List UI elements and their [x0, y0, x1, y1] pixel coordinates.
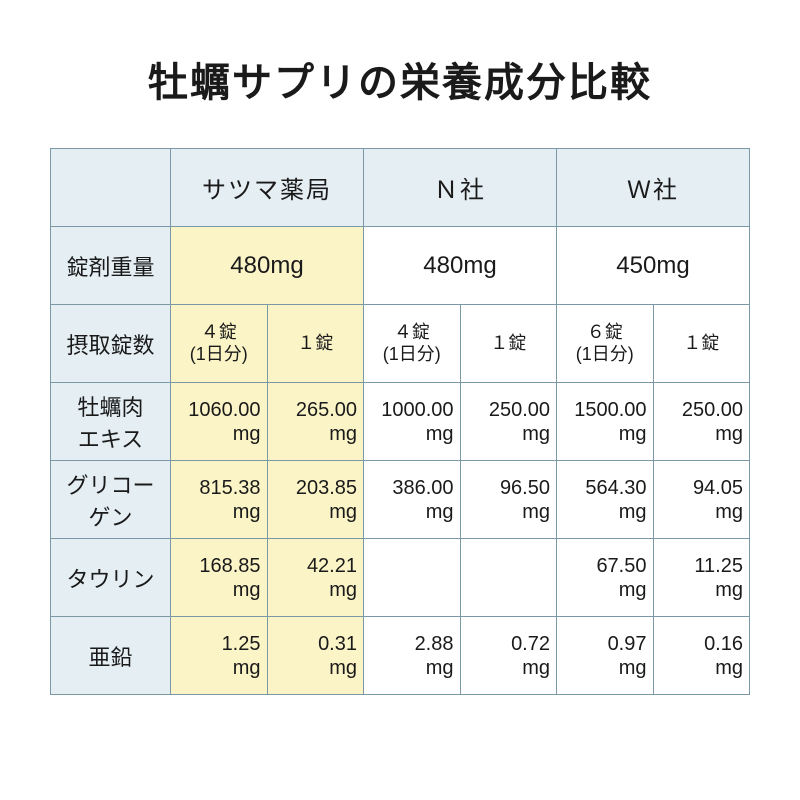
weight-2: 450mg: [557, 227, 750, 305]
rowlabel-zinc: 亜鉛: [51, 617, 171, 695]
rowlabel-dose: 摂取錠数: [51, 305, 171, 383]
glycogen-1-m: 386.00mg: [364, 461, 461, 539]
glycogen-0-s: 203.85mg: [267, 461, 364, 539]
zinc-2-m: 0.97mg: [557, 617, 654, 695]
extract-1-s: 250.00mg: [460, 383, 557, 461]
extract-2-s: 250.00mg: [653, 383, 750, 461]
company-header-1: Ｎ社: [364, 149, 557, 227]
glycogen-2-m: 564.30mg: [557, 461, 654, 539]
extract-2-m: 1500.00mg: [557, 383, 654, 461]
glycogen-2-s: 94.05mg: [653, 461, 750, 539]
company-header-row: サツマ薬局 Ｎ社 Ｗ社: [51, 149, 750, 227]
dose-2-multi: ６錠(1日分): [557, 305, 654, 383]
dose-1-multi: ４錠(1日分): [364, 305, 461, 383]
zinc-2-s: 0.16mg: [653, 617, 750, 695]
taurine-0-s: 42.21mg: [267, 539, 364, 617]
glycogen-1-s: 96.50mg: [460, 461, 557, 539]
taurine-0-m: 168.85mg: [171, 539, 268, 617]
taurine-2-m: 67.50mg: [557, 539, 654, 617]
weight-0: 480mg: [171, 227, 364, 305]
taurine-2-s: 11.25mg: [653, 539, 750, 617]
company-header-0: サツマ薬局: [171, 149, 364, 227]
taurine-1-m: [364, 539, 461, 617]
rowlabel-taurine: タウリン: [51, 539, 171, 617]
rowlabel-weight: 錠剤重量: [51, 227, 171, 305]
comparison-table: サツマ薬局 Ｎ社 Ｗ社 錠剤重量 480mg 480mg 450mg 摂取錠数 …: [50, 148, 750, 695]
extract-0-s: 265.00mg: [267, 383, 364, 461]
corner-cell: [51, 149, 171, 227]
rowlabel-extract: 牡蠣肉 エキス: [51, 383, 171, 461]
weight-1: 480mg: [364, 227, 557, 305]
taurine-1-s: [460, 539, 557, 617]
page-title: 牡蠣サプリの栄養成分比較: [50, 50, 750, 108]
zinc-1-m: 2.88mg: [364, 617, 461, 695]
zinc-1-s: 0.72mg: [460, 617, 557, 695]
glycogen-row: グリコー ゲン 815.38mg 203.85mg 386.00mg 96.50…: [51, 461, 750, 539]
extract-row: 牡蠣肉 エキス 1060.00mg 265.00mg 1000.00mg 250…: [51, 383, 750, 461]
glycogen-0-m: 815.38mg: [171, 461, 268, 539]
dose-0-single: １錠: [267, 305, 364, 383]
rowlabel-glycogen: グリコー ゲン: [51, 461, 171, 539]
dose-1-single: １錠: [460, 305, 557, 383]
zinc-0-m: 1.25mg: [171, 617, 268, 695]
dose-2-single: １錠: [653, 305, 750, 383]
taurine-row: タウリン 168.85mg 42.21mg 67.50mg 11.25mg: [51, 539, 750, 617]
company-header-2: Ｗ社: [557, 149, 750, 227]
extract-1-m: 1000.00mg: [364, 383, 461, 461]
extract-0-m: 1060.00mg: [171, 383, 268, 461]
zinc-row: 亜鉛 1.25mg 0.31mg 2.88mg 0.72mg 0.97mg 0.…: [51, 617, 750, 695]
dose-row: 摂取錠数 ４錠(1日分) １錠 ４錠(1日分) １錠 ６錠(1日分) １錠: [51, 305, 750, 383]
zinc-0-s: 0.31mg: [267, 617, 364, 695]
weight-row: 錠剤重量 480mg 480mg 450mg: [51, 227, 750, 305]
dose-0-multi: ４錠(1日分): [171, 305, 268, 383]
